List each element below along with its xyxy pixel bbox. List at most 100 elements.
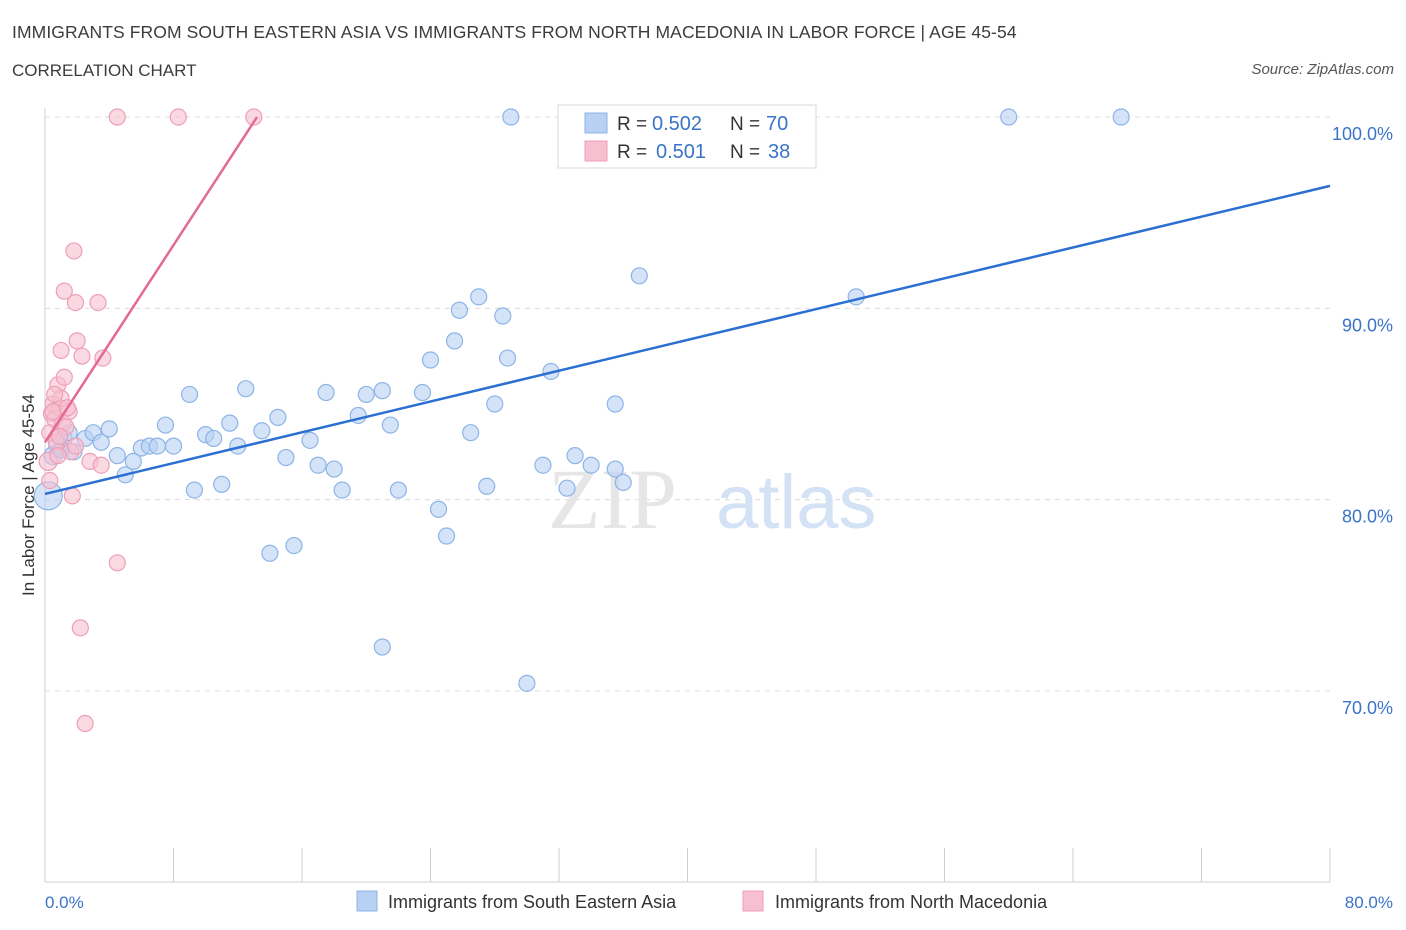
point-pink-33 bbox=[66, 437, 85, 455]
point-blue-44 bbox=[437, 527, 456, 545]
point-blue-33 bbox=[325, 460, 343, 478]
legend-correlation: R = 0.502 N = 70 R = 0.501 N = 38 bbox=[557, 104, 817, 169]
watermark-atlas: atlas bbox=[716, 460, 877, 545]
point-pink-20 bbox=[71, 619, 89, 637]
point-pink-31 bbox=[41, 471, 59, 490]
point-blue-21 bbox=[213, 475, 231, 493]
point-pink-29 bbox=[49, 447, 67, 465]
point-pink-24 bbox=[89, 293, 107, 312]
point-pink-35 bbox=[169, 108, 187, 126]
point-blue-64 bbox=[630, 267, 648, 285]
point-blue-45 bbox=[445, 332, 464, 350]
point-blue-53 bbox=[502, 108, 520, 126]
point-pink-16 bbox=[63, 487, 81, 505]
point-blue-17 bbox=[180, 385, 199, 404]
point-blue-58 bbox=[566, 447, 584, 465]
point-blue-49 bbox=[478, 477, 496, 495]
point-pink-17 bbox=[65, 242, 83, 260]
point-blue-63 bbox=[614, 473, 632, 492]
legend-n-value-pink: 38 bbox=[768, 141, 790, 163]
point-blue-66 bbox=[1000, 108, 1018, 126]
point-pink-30 bbox=[46, 385, 64, 404]
trend-layer bbox=[43, 116, 1331, 496]
trend-line-pink bbox=[43, 116, 259, 443]
x-tick-label-min: 0.0% bbox=[45, 893, 84, 912]
point-blue-61 bbox=[606, 460, 624, 478]
point-pink-27 bbox=[92, 456, 110, 474]
point-blue-22 bbox=[221, 414, 239, 432]
point-blue-46 bbox=[450, 301, 469, 319]
y-tick-label-0: 70.0% bbox=[1342, 698, 1393, 718]
point-pink-25 bbox=[94, 349, 112, 367]
point-blue-55 bbox=[534, 456, 552, 474]
point-blue-36 bbox=[357, 385, 375, 404]
legend-series: Immigrants from South Eastern Asia Immig… bbox=[356, 890, 1048, 912]
chart-subtitle: CORRELATION CHART bbox=[12, 61, 197, 80]
legend-r-label-blue: R = bbox=[617, 114, 647, 135]
axis-layer: In Labor Force | Age 45-54 0.0% 80.0% bbox=[19, 394, 1393, 912]
point-blue-31 bbox=[309, 456, 327, 474]
y-tick-label-1: 80.0% bbox=[1342, 507, 1393, 527]
point-blue-28 bbox=[277, 448, 295, 467]
point-pink-36 bbox=[245, 108, 263, 126]
point-blue-50 bbox=[486, 395, 504, 413]
point-blue-20 bbox=[205, 429, 223, 448]
point-blue-11 bbox=[124, 452, 142, 470]
point-pink-19 bbox=[68, 332, 86, 350]
legend-n-label-pink: N = bbox=[730, 142, 760, 163]
source-credit: Source: ZipAtlas.com bbox=[1251, 61, 1394, 78]
point-pink-13 bbox=[55, 282, 73, 300]
point-blue-54 bbox=[518, 674, 536, 692]
point-blue-29 bbox=[285, 536, 303, 555]
point-blue-48 bbox=[470, 288, 488, 306]
point-blue-60 bbox=[582, 456, 600, 474]
point-blue-18 bbox=[185, 481, 203, 499]
chart-title: IMMIGRANTS FROM SOUTH EASTERN ASIA VS IM… bbox=[12, 22, 1017, 42]
point-blue-52 bbox=[499, 349, 517, 367]
point-blue-38 bbox=[373, 638, 391, 656]
x-tick-label-max: 80.0% bbox=[1345, 893, 1393, 912]
point-blue-41 bbox=[413, 383, 432, 402]
point-blue-8 bbox=[100, 420, 118, 438]
point-blue-24 bbox=[237, 380, 255, 398]
trend-line-blue bbox=[44, 184, 1331, 496]
point-pink-37 bbox=[50, 427, 69, 446]
y-tick-label-3: 100.0% bbox=[1332, 124, 1393, 144]
point-blue-57 bbox=[558, 479, 576, 497]
point-blue-40 bbox=[389, 481, 407, 499]
point-blue-32 bbox=[317, 383, 335, 402]
legend-bottom-label-pink: Immigrants from North Macedonia bbox=[775, 892, 1048, 912]
point-blue-67 bbox=[1112, 108, 1130, 126]
point-pink-21 bbox=[73, 347, 91, 365]
y-tick-label-2: 90.0% bbox=[1342, 315, 1393, 335]
point-blue-25 bbox=[253, 422, 271, 440]
legend-swatch-blue bbox=[584, 112, 608, 134]
point-pink-10 bbox=[55, 368, 73, 386]
point-pink-26 bbox=[108, 554, 126, 572]
point-blue-7 bbox=[92, 433, 110, 451]
legend-bottom-swatch-blue bbox=[356, 890, 378, 912]
point-blue-14 bbox=[148, 437, 167, 455]
point-blue-51 bbox=[494, 307, 512, 325]
legend-r-label-pink: R = bbox=[617, 142, 647, 163]
legend-r-value-blue: 0.502 bbox=[652, 113, 702, 135]
point-blue-37 bbox=[373, 382, 391, 400]
point-blue-16 bbox=[164, 437, 183, 455]
point-blue-42 bbox=[421, 351, 440, 369]
point-blue-27 bbox=[269, 408, 287, 426]
point-blue-9 bbox=[108, 447, 126, 465]
point-blue-15 bbox=[156, 416, 175, 434]
legend-bottom-swatch-pink bbox=[742, 890, 764, 912]
legend-swatch-pink bbox=[584, 140, 608, 162]
point-blue-30 bbox=[301, 431, 319, 449]
legend-n-label-blue: N = bbox=[730, 114, 760, 135]
legend-n-value-blue: 70 bbox=[766, 113, 788, 135]
y-axis-label: In Labor Force | Age 45-54 bbox=[19, 394, 38, 596]
points-layer bbox=[33, 108, 1130, 733]
point-pink-34 bbox=[108, 108, 126, 126]
point-pink-18 bbox=[66, 293, 85, 312]
point-pink-22 bbox=[76, 714, 94, 733]
point-blue-26 bbox=[261, 544, 279, 562]
point-blue-43 bbox=[429, 500, 448, 518]
